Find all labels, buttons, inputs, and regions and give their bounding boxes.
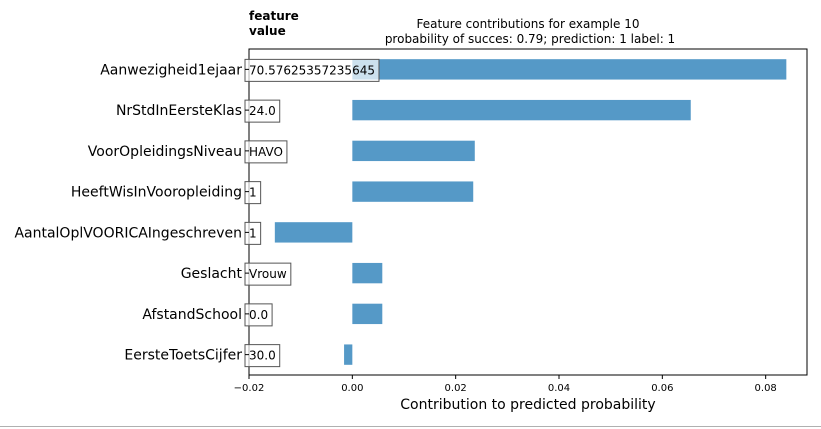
bottom-divider xyxy=(0,426,821,427)
bar xyxy=(352,303,383,325)
bar xyxy=(352,99,691,121)
feature-value-text: 1 xyxy=(249,226,257,240)
x-axis-label: Contribution to predicted probability xyxy=(400,397,655,413)
x-tick-label: −0.02 xyxy=(234,383,265,394)
feature-value-box xyxy=(244,221,262,245)
feature-value-text: Vrouw xyxy=(249,267,287,281)
feature-value-box xyxy=(244,140,288,164)
feature-value-header-line1: feature xyxy=(249,9,299,23)
chart-title-line1: Feature contributions for example 10 xyxy=(416,17,639,31)
x-tick-label: 0.00 xyxy=(341,383,363,394)
plot-area xyxy=(248,48,808,376)
chart-title-line2: probability of succes: 0.79; prediction:… xyxy=(385,32,675,46)
feature-labels: Aanwezigheid1ejaar NrStdInEersteKlas VoorO… xyxy=(14,62,249,364)
feature-value-text: 0.0 xyxy=(249,308,268,322)
x-tick-label: 0.04 xyxy=(548,383,570,394)
bar xyxy=(352,59,787,80)
feature-value-text: 70.57625357235645 xyxy=(249,63,375,77)
feature-label: EersteToetsCijfer xyxy=(124,348,242,364)
feature-value-text: 1 xyxy=(249,186,257,200)
bar xyxy=(344,344,353,365)
bar xyxy=(352,181,474,202)
bars-group xyxy=(274,59,787,365)
x-tick-label: 0.02 xyxy=(445,383,467,394)
x-tick-label: 0.06 xyxy=(651,383,673,394)
feature-value-text: 24.0 xyxy=(249,104,276,118)
feature-label: AantalOplVOORICAIngeschreven xyxy=(14,225,242,241)
feature-value-header-line2: value xyxy=(249,24,286,38)
feature-label: VoorOpleidingsNiveau xyxy=(88,144,242,160)
feature-value-boxes: 70.57625357235645 24.0 HAVO 1 1 Vrouw 0.0 30.0 xyxy=(244,58,380,368)
feature-label: HeeftWisInVooropleiding xyxy=(71,185,242,201)
x-tick-label: 0.08 xyxy=(755,383,777,394)
feature-label: NrStdInEersteKlas xyxy=(116,103,242,119)
bar xyxy=(274,222,353,243)
feature-value-text: 30.0 xyxy=(249,349,276,363)
feature-value-box xyxy=(244,344,281,368)
feature-value-box xyxy=(244,262,292,286)
feature-value-box xyxy=(244,303,273,327)
feature-value-text: HAVO xyxy=(249,145,283,159)
bar xyxy=(352,140,475,162)
feature-label: Aanwezigheid1ejaar xyxy=(100,62,242,78)
x-axis-ticks: −0.02 0.00 0.02 0.04 0.06 0.08 xyxy=(234,375,777,394)
feature-value-box xyxy=(244,58,380,82)
feature-label: Geslacht xyxy=(181,266,243,282)
bar xyxy=(352,262,383,284)
feature-value-box xyxy=(244,99,281,123)
feature-label: AfstandSchool xyxy=(142,307,242,323)
feature-value-box xyxy=(244,181,262,205)
